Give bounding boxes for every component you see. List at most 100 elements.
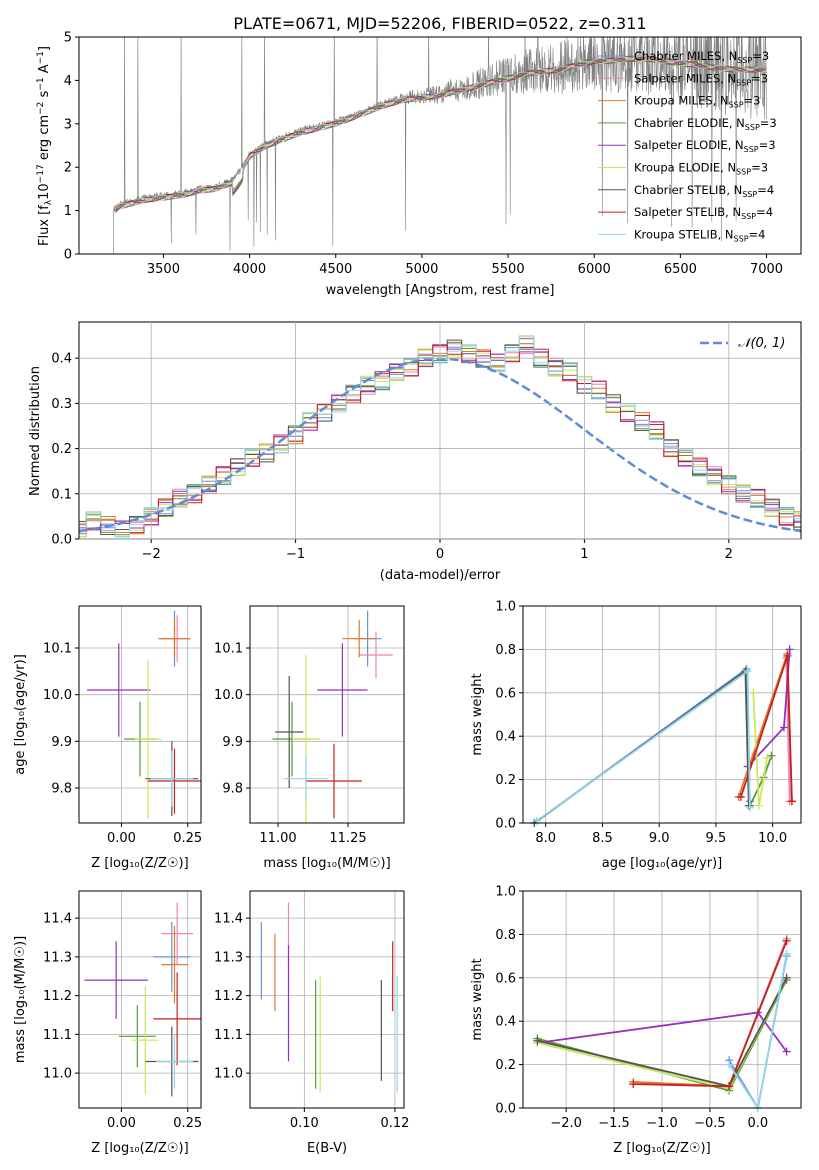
spectrum-xlabel: wavelength [Angstrom, rest frame]: [326, 283, 555, 298]
age-vs-mass-panel: 11.00 11.25 9.8 9.9 10.0 10.1 mass [log₁₀(M/M☉…: [214, 605, 405, 871]
y-axis-label: age [log₁₀(age/yr)]: [13, 654, 28, 775]
error-bars: [260, 902, 398, 1093]
x-tick-label: 0.00: [107, 831, 136, 846]
model-spectrum-chabrier-miles: [114, 56, 767, 213]
legend-label: Chabrier STELIB, NSSP=4: [634, 183, 774, 199]
weight-point: [736, 792, 745, 801]
x-tick-label: 7000: [750, 262, 783, 277]
legend-label: Chabrier MILES, NSSP=3: [634, 49, 769, 65]
weight-point: [785, 645, 794, 654]
y-tick-label: 2: [64, 161, 72, 176]
legend-label: Kroupa STELIB, NSSP=4: [634, 227, 765, 243]
y-tick-label: 0.2: [495, 1058, 516, 1073]
axes-frame: [249, 890, 405, 1109]
x-tick-label: 9.0: [649, 831, 670, 846]
x-axis-label: Z [log₁₀(Z/Z☉)]: [613, 1141, 710, 1156]
x-tick-label: 0.12: [380, 1116, 409, 1131]
y-tick-label: 0.0: [51, 533, 72, 548]
weight-point: [745, 803, 754, 812]
weight-point: [783, 651, 792, 660]
y-tick-label: 0.0: [495, 1102, 516, 1117]
legend-label: Kroupa MILES, NSSP=3: [634, 94, 760, 110]
x-tick-label: 0.25: [173, 831, 202, 846]
weight-point: [755, 801, 764, 810]
x-tick-label: 11.00: [259, 831, 296, 846]
axes-frame: [78, 605, 202, 824]
spectrum-axes: [78, 36, 802, 255]
histogram-salpeter-elodie: [79, 344, 801, 531]
legend-label: Salpeter ELODIE, NSSP=3: [634, 138, 776, 154]
y-tick-label: 11.1: [43, 1028, 72, 1043]
y-tick-label: 11.4: [214, 912, 243, 927]
x-tick-label: 0: [436, 547, 444, 562]
spectrum-ylabel: Flux [fλ10−17 erg cm−2 s−1 A−1]: [36, 46, 54, 246]
y-tick-label: 0.6: [495, 686, 516, 701]
y-tick-label: 11.2: [43, 989, 72, 1004]
y-tick-label: 0.2: [51, 442, 72, 457]
x-tick-label: −1.5: [598, 1116, 630, 1131]
y-tick-label: 0.8: [495, 928, 516, 943]
weight-point: [629, 1080, 638, 1089]
y-tick-label: 11.0: [43, 1067, 72, 1082]
legend-label: Chabrier ELODIE, NSSP=3: [634, 116, 777, 132]
y-tick-label: 1: [64, 204, 72, 219]
x-tick-label: 0.0: [748, 1116, 769, 1131]
legend-label: Salpeter MILES, NSSP=3: [634, 71, 768, 87]
axes-frame: [522, 890, 802, 1109]
y-tick-label: 0.3: [51, 397, 72, 412]
weight-point: [762, 753, 771, 762]
spectrum-panel: 3500 4000 4500 5000 5500 6000 6500 7000 0 1 2 3 4 5 C…: [36, 31, 802, 298]
x-axis-label: E(B-V): [307, 1141, 347, 1156]
y-axis-label: mass weight: [470, 673, 485, 755]
weight-point: [749, 688, 758, 697]
y-tick-label: 0.4: [495, 730, 516, 745]
x-tick-label: −0.5: [694, 1116, 726, 1131]
x-axis-label: age [log₁₀(age/yr)]: [602, 856, 723, 871]
y-tick-label: 11.4: [43, 912, 72, 927]
model-spectrum-kroupa-stelib: [114, 55, 767, 209]
weight-point: [767, 751, 776, 760]
axes-frame: [249, 605, 405, 824]
x-tick-label: −1: [286, 547, 305, 562]
residual-histogram-panel: −2 −1 0 1 2 0.0 0.1 0.2 0.3 0.4 𝒩(0, 1) (data-mod…: [28, 321, 802, 583]
weight-point: [725, 1082, 734, 1091]
error-bars: [272, 610, 393, 823]
model-spectrum-chabrier-stelib: [114, 56, 767, 213]
mass-weight-vs-age-panel: 8.0 8.5 9.0 9.5 10.0 0.0 0.2 0.4 0.6 0.8 1.0 age [l…: [470, 600, 802, 871]
weight-lines: [530, 645, 796, 827]
y-tick-label: 1.0: [495, 885, 516, 900]
x-tick-label: 0.10: [290, 1116, 319, 1131]
x-tick-label: 6000: [578, 262, 611, 277]
x-tick-label: 0.00: [107, 1116, 136, 1131]
x-tick-label: 5500: [492, 262, 525, 277]
x-tick-label: 3500: [147, 262, 180, 277]
spectrum-lines: [111, 37, 767, 254]
x-tick-label: 8.5: [592, 831, 613, 846]
x-tick-label: 0.25: [173, 1116, 202, 1131]
y-tick-label: 0.2: [495, 773, 516, 788]
weight-point: [787, 797, 796, 806]
y-tick-label: 10.1: [214, 642, 243, 657]
y-tick-label: 1.0: [495, 600, 516, 615]
x-axis-label: mass [log₁₀(M/M☉)]: [263, 856, 390, 871]
y-tick-label: 0.4: [495, 1015, 516, 1030]
x-tick-label: 6500: [664, 262, 697, 277]
age-vs-Z-panel: 0.00 0.25 9.8 9.9 10.0 10.1 Z [log₁₀(Z/Z☉)] age…: [13, 605, 202, 871]
y-tick-label: 9.9: [51, 735, 72, 750]
x-tick-label: 8.0: [535, 831, 556, 846]
y-tick-label: 11.3: [214, 950, 243, 965]
legend-label: Kroupa ELODIE, NSSP=3: [634, 161, 768, 177]
x-axis-label: Z [log₁₀(Z/Z☉)]: [91, 1141, 188, 1156]
y-tick-label: 5: [64, 31, 72, 46]
weight-point: [725, 1060, 734, 1069]
weight-point: [782, 973, 791, 982]
y-tick-label: 0.6: [495, 971, 516, 986]
y-tick-label: 9.9: [222, 735, 243, 750]
legend-label: Salpeter STELIB, NSSP=4: [634, 205, 773, 221]
x-tick-label: 1: [580, 547, 588, 562]
y-tick-label: 0.8: [495, 643, 516, 658]
weight-point: [782, 949, 791, 958]
y-tick-label: 4: [64, 74, 72, 89]
y-tick-label: 0.0: [495, 817, 516, 832]
